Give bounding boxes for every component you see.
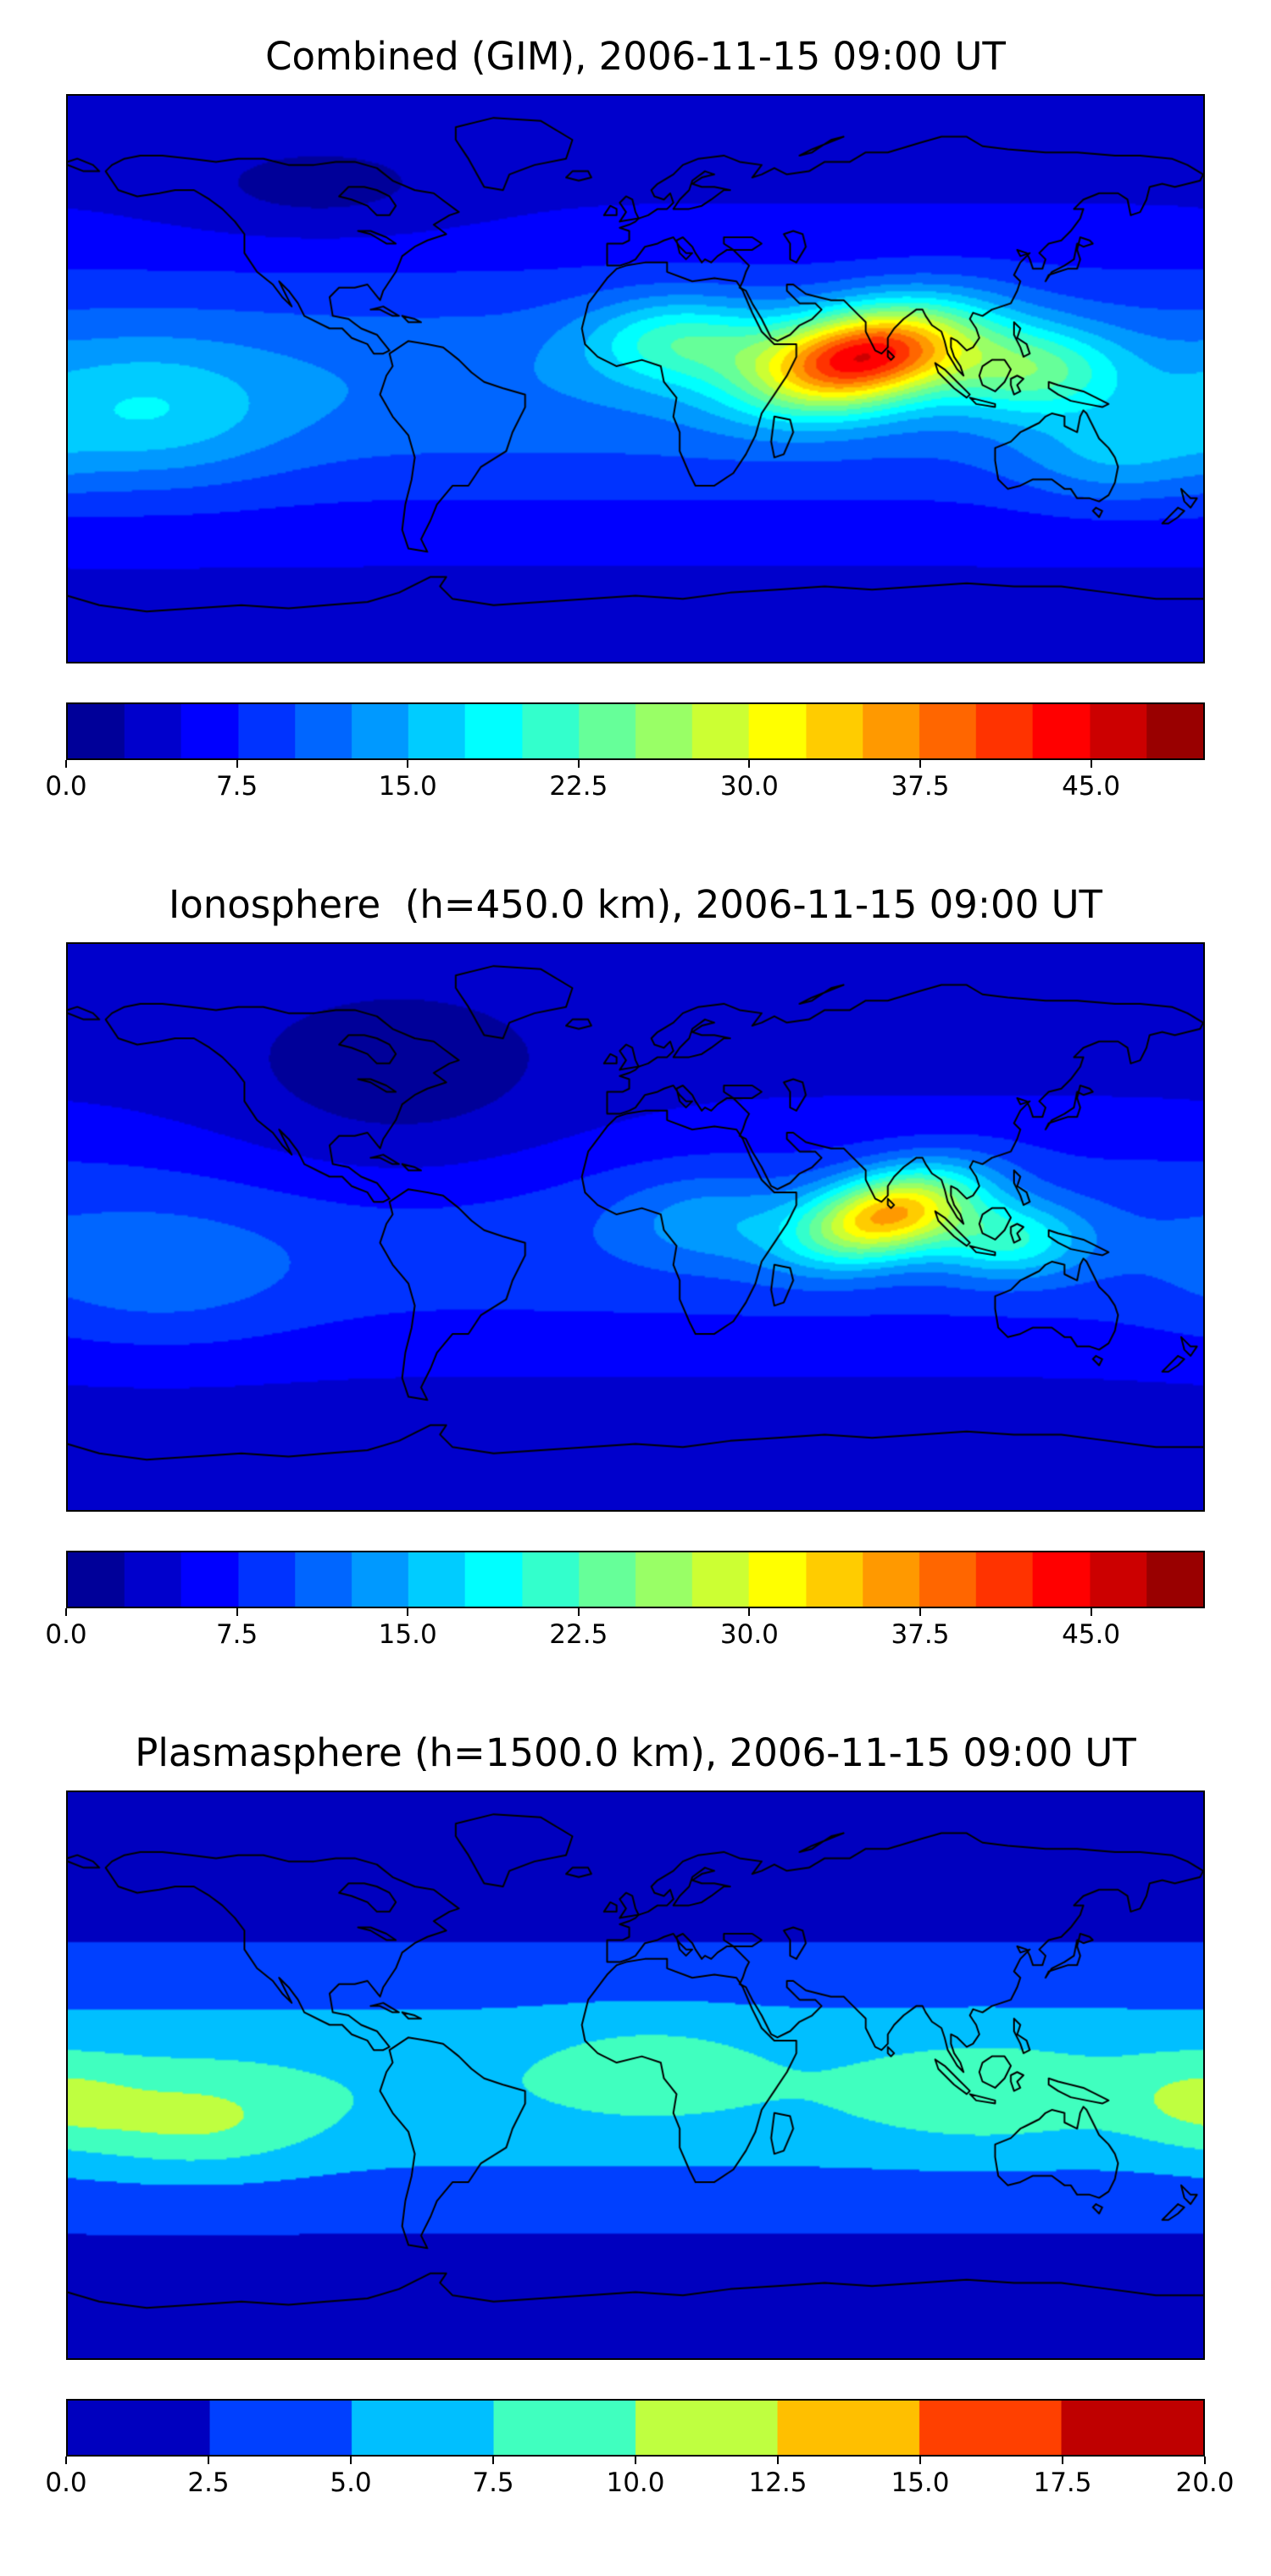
colorbar-tickmark [1062, 2457, 1063, 2464]
colorbar-tick-label: 45.0 [1062, 1619, 1121, 1650]
colorbar-tick-label: 0.0 [45, 2468, 87, 2498]
panel-ionosphere: Ionosphere (h=450.0 km), 2006-11-15 09:0… [0, 882, 1271, 1652]
colorbar-tickmark [1090, 1608, 1092, 1616]
colorbar-tickmark [919, 760, 921, 768]
colorbar-tickmark [577, 1608, 580, 1616]
colorbar-tickmark [1090, 760, 1092, 768]
colorbar-ionosphere: 0.0 7.5 15.0 22.5 30.0 37.5 45.0 [0, 1551, 1271, 1652]
colorbar-tickmark [919, 2457, 921, 2464]
panel-combined-gim: Combined (GIM), 2006-11-15 09:00 UT 0.0 7… [0, 34, 1271, 804]
colorbar-tick-label: 7.5 [215, 771, 258, 802]
colorbar-tickmark [635, 2457, 636, 2464]
colorbar-gradient-combined [66, 702, 1205, 760]
colorbar-tick-label: 15.0 [891, 2468, 950, 2498]
colorbar-tick-label: 30.0 [719, 1619, 779, 1650]
colorbar-ticks-combined: 0.0 7.5 15.0 22.5 30.0 37.5 45.0 [45, 760, 1205, 804]
colorbar-tick-label: 0.0 [45, 1619, 87, 1650]
colorbar-plasmasphere: 0.0 2.5 5.0 7.5 10.0 12.5 15.0 17.5 20.0 [0, 2399, 1271, 2501]
colorbar-gradient-plasmasphere [66, 2399, 1205, 2457]
colorbar-tick-label: 37.5 [891, 771, 950, 802]
panel-title-combined: Combined (GIM), 2006-11-15 09:00 UT [265, 34, 1006, 79]
colorbar-tickmark [208, 2457, 209, 2464]
colorbar-ticks-ionosphere: 0.0 7.5 15.0 22.5 30.0 37.5 45.0 [45, 1608, 1205, 1652]
colorbar-tickmark [236, 1608, 238, 1616]
world-map-plasmasphere [66, 1790, 1205, 2360]
colorbar-tick-label: 20.0 [1175, 2468, 1235, 2498]
colorbar-tickmark [1204, 2457, 1206, 2464]
colorbar-tickmark [65, 2457, 67, 2464]
panel-plasmasphere: Plasmasphere (h=1500.0 km), 2006-11-15 0… [0, 1730, 1271, 2501]
colorbar-tick-label: 17.5 [1033, 2468, 1092, 2498]
colorbar-tick-label: 45.0 [1062, 771, 1121, 802]
colorbar-tickmark [236, 760, 238, 768]
colorbar-tickmark [407, 1608, 409, 1616]
colorbar-combined: 0.0 7.5 15.0 22.5 30.0 37.5 45.0 [0, 702, 1271, 804]
colorbar-tick-label: 30.0 [719, 771, 779, 802]
colorbar-tickmark [777, 2457, 779, 2464]
colorbar-tick-label: 15.0 [378, 771, 437, 802]
colorbar-tickmark [577, 760, 580, 768]
colorbar-tick-label: 5.0 [330, 2468, 372, 2498]
colorbar-tickmark [65, 760, 67, 768]
colorbar-tick-label: 15.0 [378, 1619, 437, 1650]
world-map-ionosphere [66, 942, 1205, 1512]
panel-title-ionosphere: Ionosphere (h=450.0 km), 2006-11-15 09:0… [168, 882, 1103, 927]
colorbar-tickmark [407, 760, 409, 768]
colorbar-tick-label: 12.5 [748, 2468, 808, 2498]
colorbar-ticks-plasmasphere: 0.0 2.5 5.0 7.5 10.0 12.5 15.0 17.5 20.0 [45, 2457, 1235, 2501]
colorbar-tickmark [748, 1608, 751, 1616]
colorbar-tick-label: 22.5 [549, 771, 608, 802]
tec-maps-figure: Combined (GIM), 2006-11-15 09:00 UT 0.0 7… [0, 34, 1271, 2501]
colorbar-tickmark [748, 760, 751, 768]
colorbar-tickmark [919, 1608, 921, 1616]
colorbar-tick-label: 22.5 [549, 1619, 608, 1650]
colorbar-tick-label: 7.5 [215, 1619, 258, 1650]
colorbar-tick-label: 37.5 [891, 1619, 950, 1650]
colorbar-tickmark [350, 2457, 352, 2464]
colorbar-tickmark [492, 2457, 494, 2464]
world-map-combined [66, 94, 1205, 663]
colorbar-tick-label: 10.0 [606, 2468, 665, 2498]
colorbar-tick-label: 0.0 [45, 771, 87, 802]
panel-title-plasmasphere: Plasmasphere (h=1500.0 km), 2006-11-15 0… [135, 1730, 1136, 1775]
colorbar-gradient-ionosphere [66, 1551, 1205, 1608]
colorbar-tickmark [65, 1608, 67, 1616]
colorbar-tick-label: 7.5 [472, 2468, 514, 2498]
colorbar-tick-label: 2.5 [187, 2468, 230, 2498]
